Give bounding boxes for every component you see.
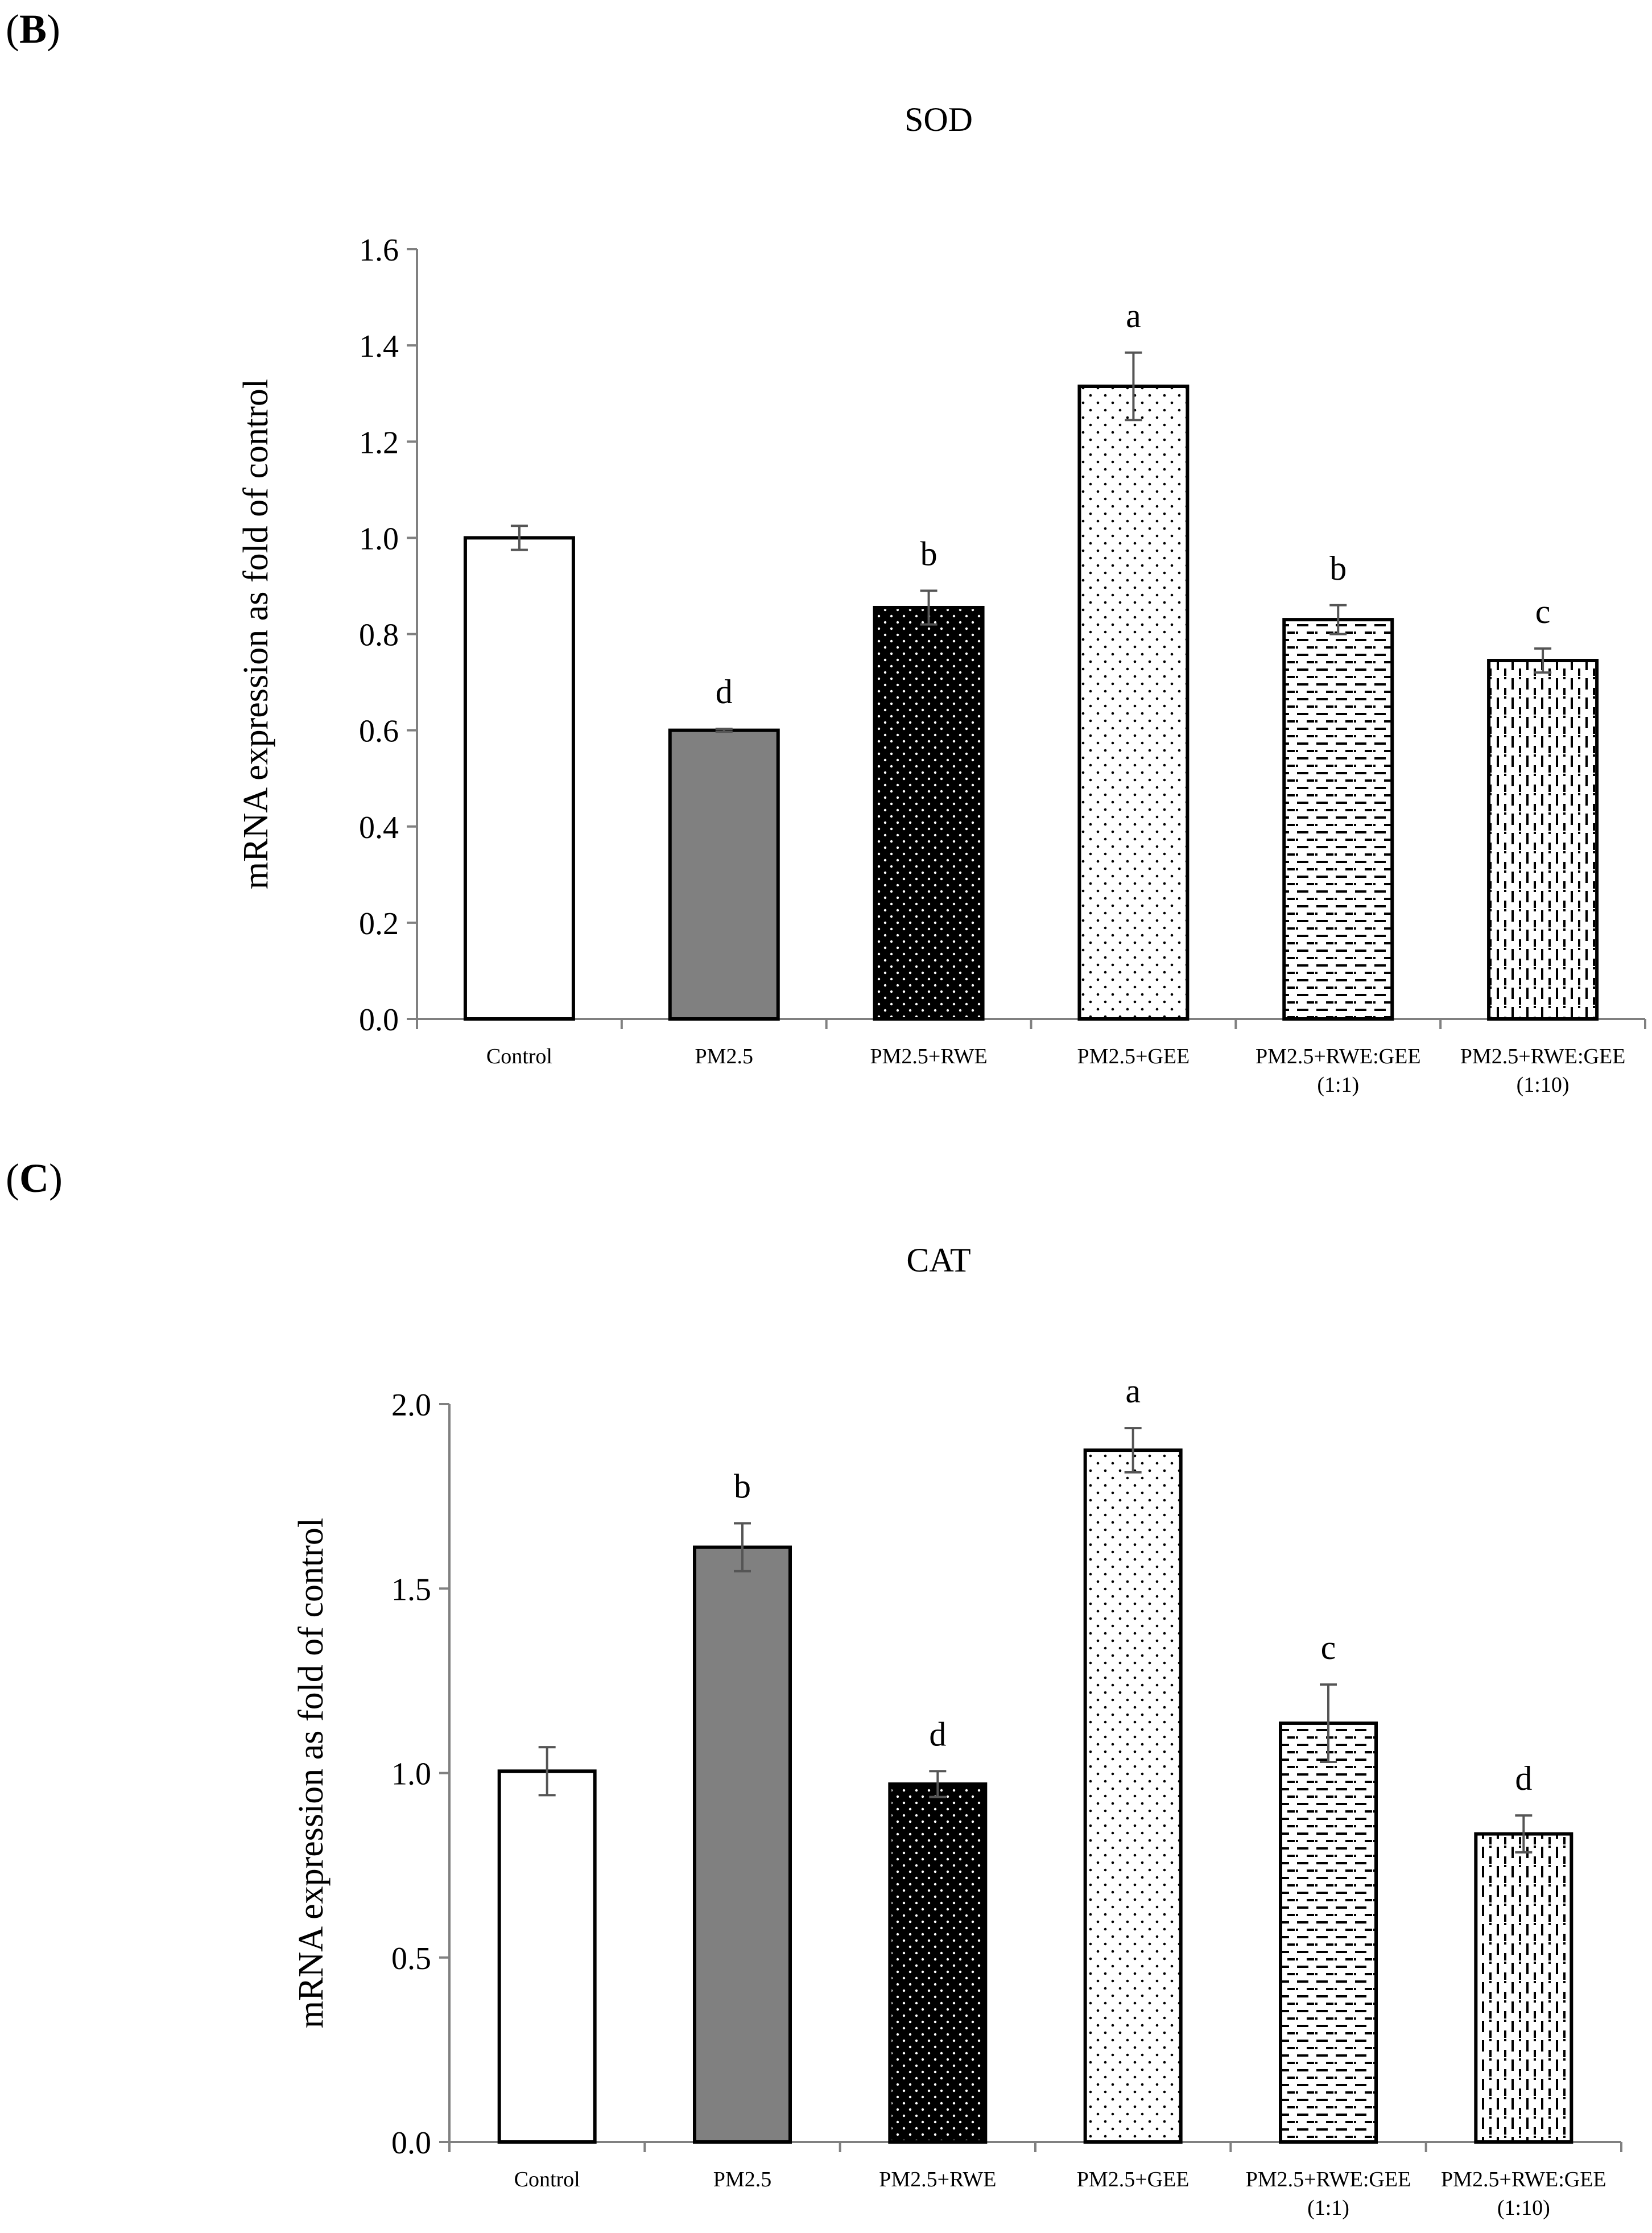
error-bar — [1515, 1814, 1533, 1854]
y-tick-label: 0.5 — [391, 1941, 431, 1976]
y-axis-label: mRNA expression as fold of control — [292, 1518, 331, 2028]
y-tick-label: 0.0 — [359, 1002, 399, 1038]
y-tick-label: 0.8 — [359, 618, 399, 653]
bar — [1077, 385, 1190, 1021]
bar — [497, 1769, 597, 2144]
error-bar — [715, 728, 733, 733]
x-tick-label: PM2.5+RWE:GEE — [1441, 2168, 1606, 2191]
chart-title: SOD — [905, 101, 973, 138]
chart-panel-sod: (B) SOD mRNA expression as fold of contro… — [0, 0, 1652, 1115]
bar — [463, 536, 575, 1021]
x-tick-label: PM2.5 — [695, 1045, 753, 1068]
significance-letter: a — [1125, 1372, 1141, 1410]
x-tick-label: Control — [514, 2168, 580, 2191]
x-tick-label-line2: (1:10) — [1517, 1073, 1570, 1097]
significance-letter: d — [716, 673, 733, 711]
significance-letter: d — [929, 1715, 946, 1753]
cat-bar-chart: CAT mRNA expression as fold of control 0.0… — [292, 1241, 1622, 2220]
y-axis-label: mRNA expression as fold of control — [237, 379, 275, 889]
error-bar — [929, 1770, 947, 1798]
significance-letter: c — [1321, 1629, 1336, 1666]
x-tick-label: PM2.5+RWE — [870, 1045, 987, 1068]
bar — [1474, 1832, 1573, 2144]
bar — [1487, 659, 1599, 1021]
panel-label: (C) — [6, 1155, 63, 1201]
error-bar — [1124, 1427, 1142, 1473]
error-bar — [1329, 604, 1347, 635]
error-bar — [1320, 1683, 1337, 1764]
error-bar — [538, 1746, 556, 1797]
y-tick-label: 1.2 — [359, 425, 399, 460]
y-tick-label: 0.0 — [391, 2125, 431, 2161]
significance-letter: b — [734, 1467, 751, 1505]
chart-panel-cat: (C) CAT mRNA expression as fold of contro… — [0, 1149, 1652, 2233]
y-tick-label: 0.2 — [359, 906, 399, 942]
x-tick-label-line2: (1:1) — [1307, 2196, 1349, 2220]
error-bar — [920, 589, 937, 626]
bar — [693, 1545, 792, 2144]
y-tick-label: 1.0 — [359, 521, 399, 556]
significance-letter: a — [1126, 297, 1141, 335]
y-tick-label: 1.4 — [359, 329, 399, 364]
x-tick-label-line2: (1:1) — [1317, 1073, 1359, 1097]
error-bar — [510, 525, 528, 551]
x-tick-label: PM2.5+RWE — [879, 2168, 996, 2191]
significance-letter: c — [1535, 593, 1551, 630]
y-tick-label: 0.4 — [359, 810, 399, 845]
bar — [1282, 618, 1394, 1021]
panel-label: (B) — [6, 6, 60, 52]
x-tick-label: PM2.5 — [713, 2168, 771, 2191]
panel-letter: C — [19, 1155, 49, 1201]
x-tick-label-line2: (1:10) — [1497, 2196, 1550, 2220]
panel-letter: B — [19, 6, 47, 52]
bar — [888, 1782, 988, 2144]
bar — [873, 605, 985, 1021]
x-tick-label: PM2.5+RWE:GEE — [1460, 1045, 1626, 1068]
y-tick-label: 1.0 — [391, 1757, 431, 1792]
chart-title: CAT — [906, 1241, 970, 1279]
significance-letter: b — [920, 535, 937, 572]
x-tick-label: PM2.5+GEE — [1077, 2168, 1190, 2191]
y-tick-label: 1.6 — [359, 233, 399, 268]
error-bar — [1534, 647, 1552, 674]
y-tick-label: 1.5 — [391, 1572, 431, 1607]
bar — [1279, 1721, 1378, 2144]
error-bar — [734, 1522, 751, 1572]
bar — [668, 728, 780, 1021]
sod-bar-chart: SOD mRNA expression as fold of control 0.0… — [237, 101, 1646, 1097]
y-tick-label: 2.0 — [391, 1388, 431, 1423]
x-tick-label: PM2.5+RWE:GEE — [1246, 2168, 1411, 2191]
bar — [1083, 1448, 1183, 2144]
x-tick-label: PM2.5+RWE:GEE — [1255, 1045, 1421, 1068]
significance-letter: b — [1329, 550, 1347, 587]
error-bar — [1125, 351, 1142, 422]
significance-letter: d — [1515, 1760, 1532, 1797]
y-tick-label: 0.6 — [359, 714, 399, 749]
x-tick-label: PM2.5+GEE — [1077, 1045, 1190, 1068]
x-tick-label: Control — [486, 1045, 552, 1068]
